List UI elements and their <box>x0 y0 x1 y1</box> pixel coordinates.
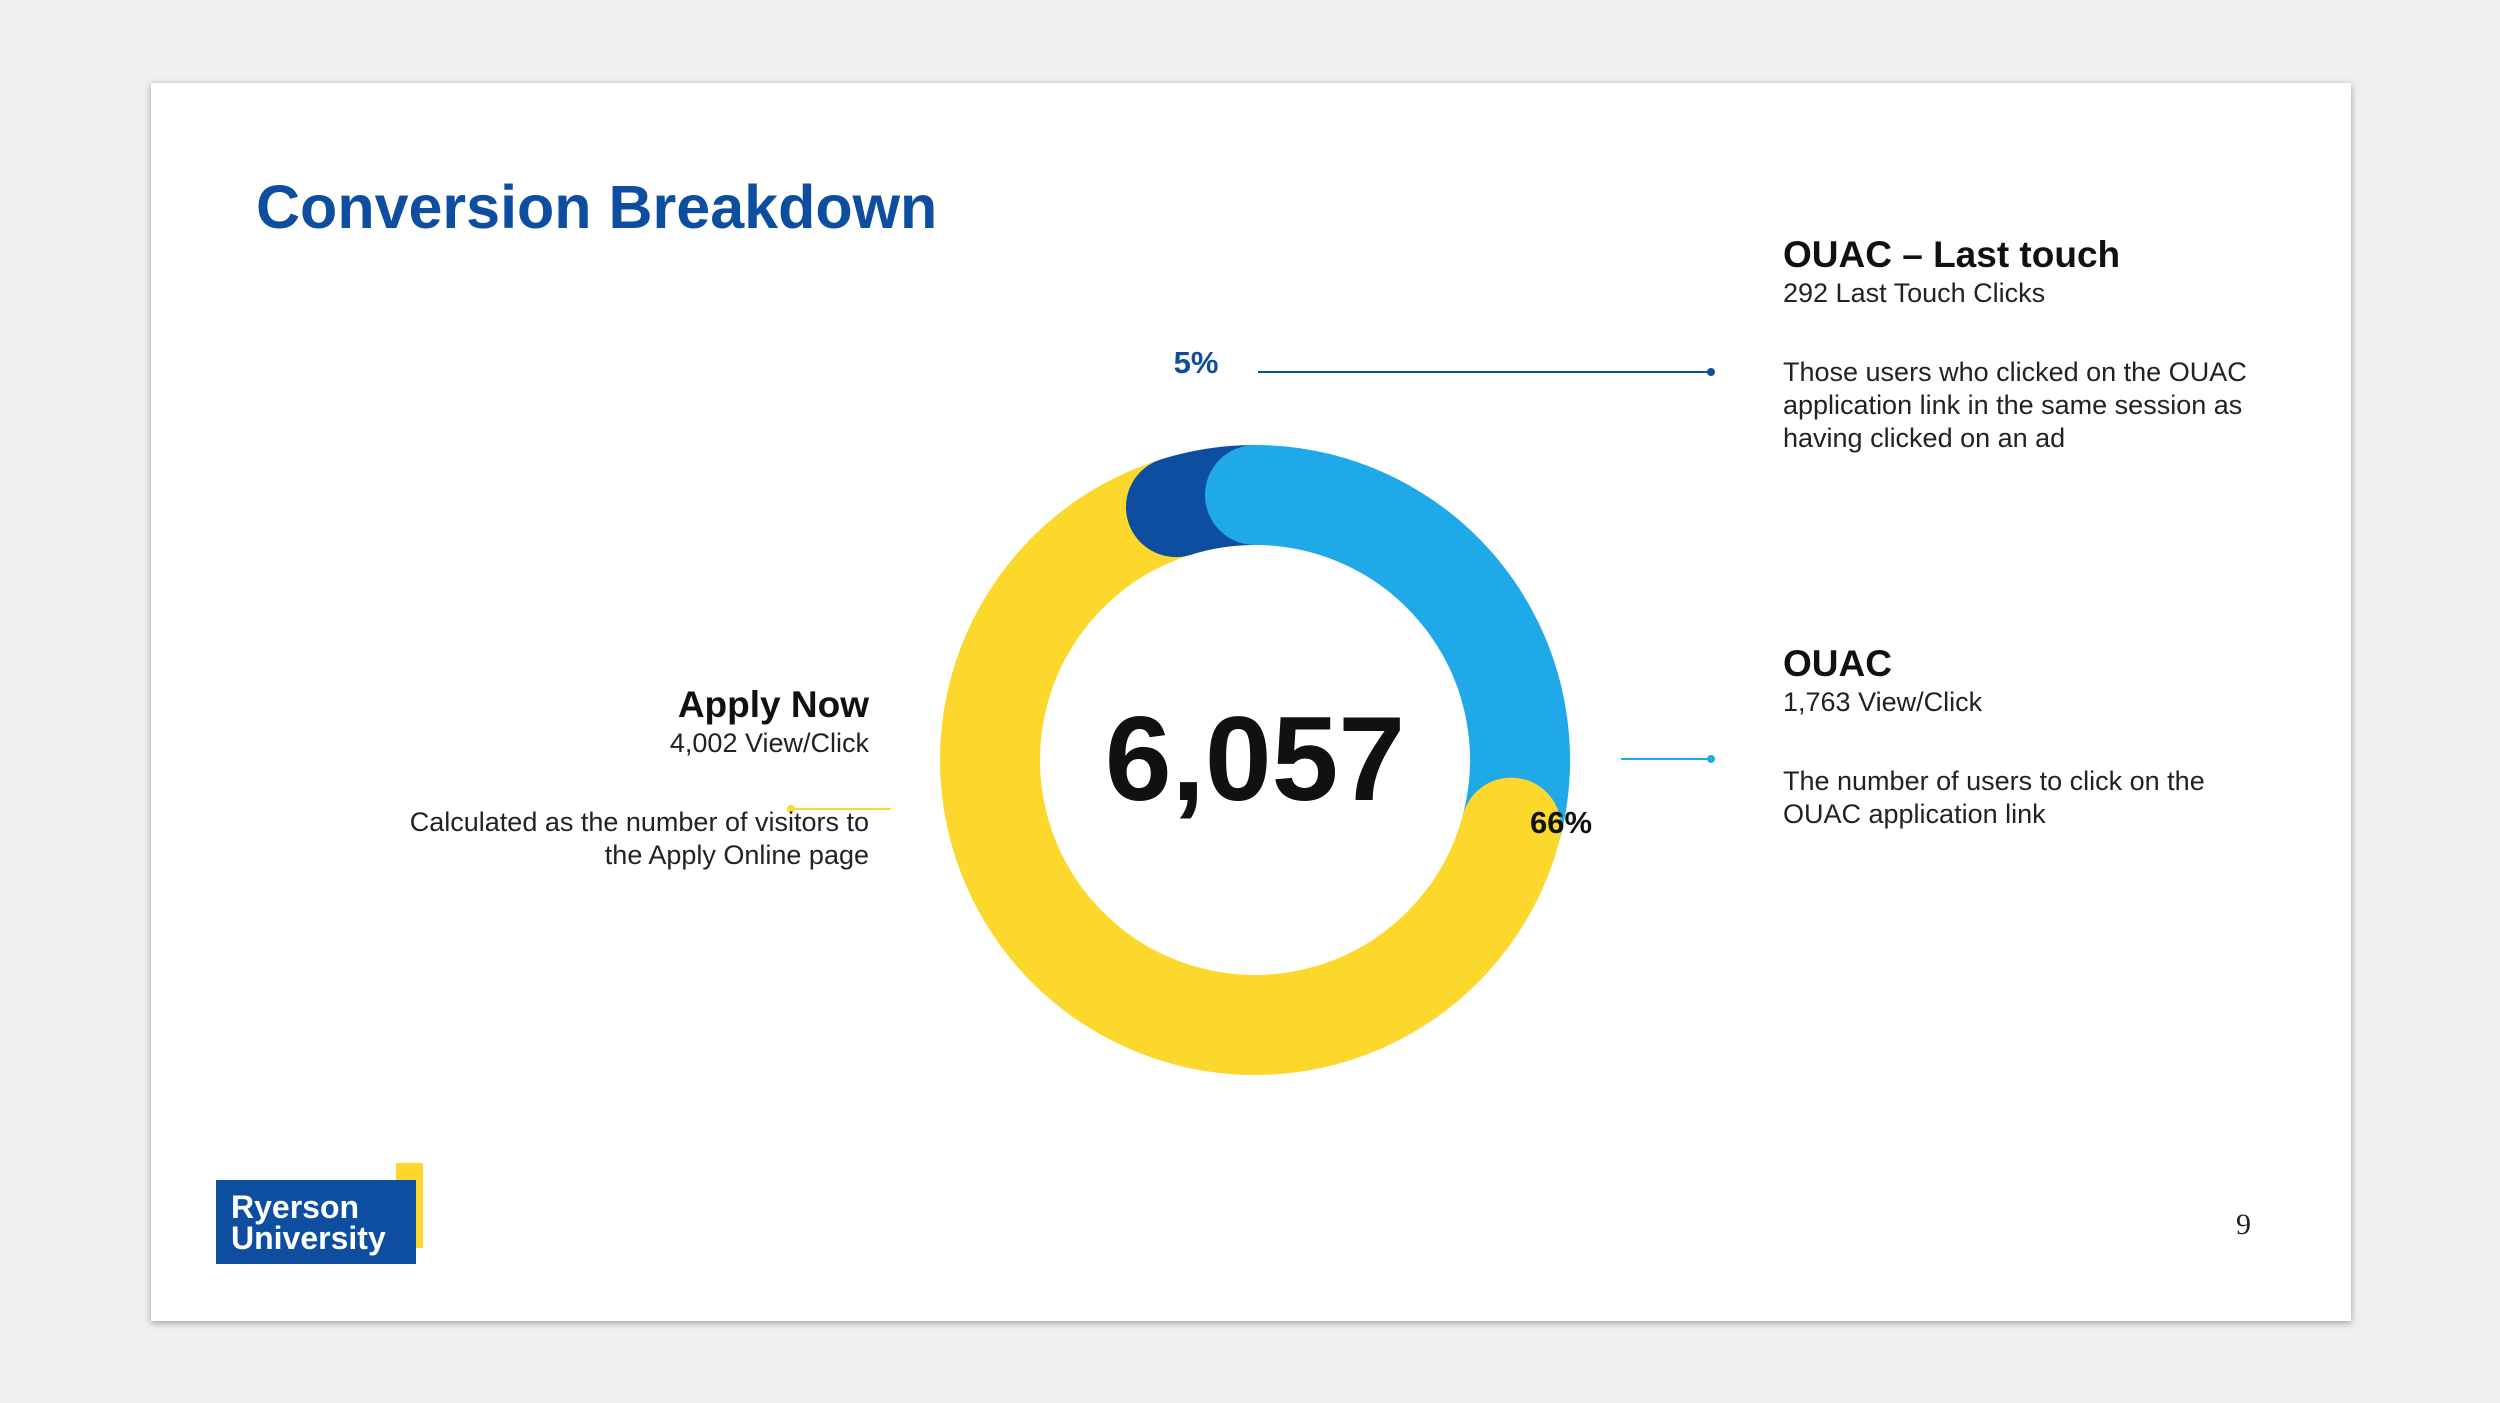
leader-apply-now-dot <box>787 805 795 813</box>
annotation-apply-now-sub: 4,002 View/Click <box>669 728 869 759</box>
annotation-apply-now: Apply Now 4,002 View/Click Calculated as… <box>379 683 869 872</box>
leader-last-touch-dot <box>1707 368 1715 376</box>
annotation-apply-now-desc: Calculated as the number of visitors to … <box>409 806 869 870</box>
donut-slice-ouac <box>1254 445 1570 841</box>
annotation-ouac-desc: The number of users to click on the OUAC… <box>1783 765 2205 829</box>
percent-label-ouac: 29% <box>1212 413 1274 448</box>
annotation-ouac-heading: OUAC <box>1783 643 1892 684</box>
percent-label-ouac-last-touch: 5% <box>1174 345 1219 380</box>
page-number: 9 <box>2236 1208 2251 1241</box>
donut-cap-last-touch <box>1125 457 1226 558</box>
donut-slice-apply-now <box>940 459 1560 1075</box>
donut-cap-apply-now <box>1461 777 1562 878</box>
annotation-ouac-sub: 1,763 View/Click <box>1783 687 1983 718</box>
logo-line-1: Ryerson <box>231 1189 360 1225</box>
percent-label-apply-now: 66% <box>1530 805 1592 840</box>
annotation-apply-now-heading: Apply Now <box>677 684 869 725</box>
leader-ouac-dot <box>1707 755 1715 763</box>
annotation-ouac: OUAC 1,763 View/Click The number of user… <box>1783 642 2253 831</box>
annotation-last-touch-heading: OUAC – Last touch <box>1783 234 2121 275</box>
slide-title: Conversion Breakdown <box>256 173 938 241</box>
donut-chart: 5% 29% 66% 6,057 <box>787 345 1715 1075</box>
annotation-last-touch: OUAC – Last touch 292 Last Touch Clicks … <box>1783 233 2253 455</box>
donut-cap-ouac <box>1205 445 1305 545</box>
center-total-label: 6,057 <box>1105 692 1405 826</box>
slide: Conversion Breakdown 5% 29% 66% 6,057 OUAC … <box>151 83 2351 1321</box>
annotation-last-touch-sub: 292 Last Touch Clicks <box>1783 278 2046 309</box>
annotation-last-touch-desc: Those users who clicked on the OUAC appl… <box>1783 356 2247 453</box>
ryerson-logo: Ryerson University <box>216 1180 416 1264</box>
logo-line-2: University <box>231 1220 386 1256</box>
